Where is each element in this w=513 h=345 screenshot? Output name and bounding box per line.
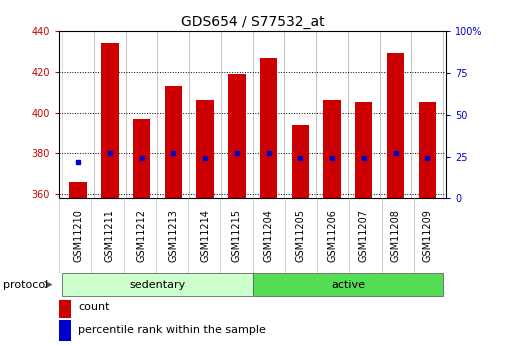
Text: GSM11212: GSM11212 [136, 209, 147, 262]
Bar [253, 273, 443, 296]
Text: GSM11210: GSM11210 [73, 209, 83, 262]
Bar [323, 100, 341, 198]
Text: GSM11213: GSM11213 [168, 209, 179, 262]
Text: GSM11214: GSM11214 [200, 209, 210, 262]
Bar [196, 100, 214, 198]
Bar [101, 43, 119, 198]
Text: GSM11206: GSM11206 [327, 209, 337, 262]
Text: GSM11207: GSM11207 [359, 209, 369, 262]
Text: GSM11204: GSM11204 [264, 209, 273, 262]
Bar [59, 297, 71, 318]
Bar [419, 102, 436, 198]
Bar [165, 86, 182, 198]
Text: protocol: protocol [3, 280, 48, 289]
Text: active: active [331, 280, 365, 289]
Text: count: count [78, 303, 110, 313]
Bar [291, 125, 309, 198]
Text: GSM11205: GSM11205 [295, 209, 305, 262]
Bar [62, 273, 253, 296]
Bar [59, 319, 71, 341]
Text: GSM11209: GSM11209 [422, 209, 432, 262]
Bar [387, 53, 404, 198]
Text: GSM11211: GSM11211 [105, 209, 115, 262]
Bar [69, 182, 87, 198]
Text: percentile rank within the sample: percentile rank within the sample [78, 325, 266, 335]
Bar [355, 102, 372, 198]
Bar [260, 58, 277, 198]
Title: GDS654 / S77532_at: GDS654 / S77532_at [181, 14, 324, 29]
Text: sedentary: sedentary [129, 280, 186, 289]
Text: GSM11208: GSM11208 [390, 209, 401, 262]
Text: GSM11215: GSM11215 [232, 209, 242, 262]
Bar [228, 74, 246, 198]
Bar [133, 119, 150, 198]
